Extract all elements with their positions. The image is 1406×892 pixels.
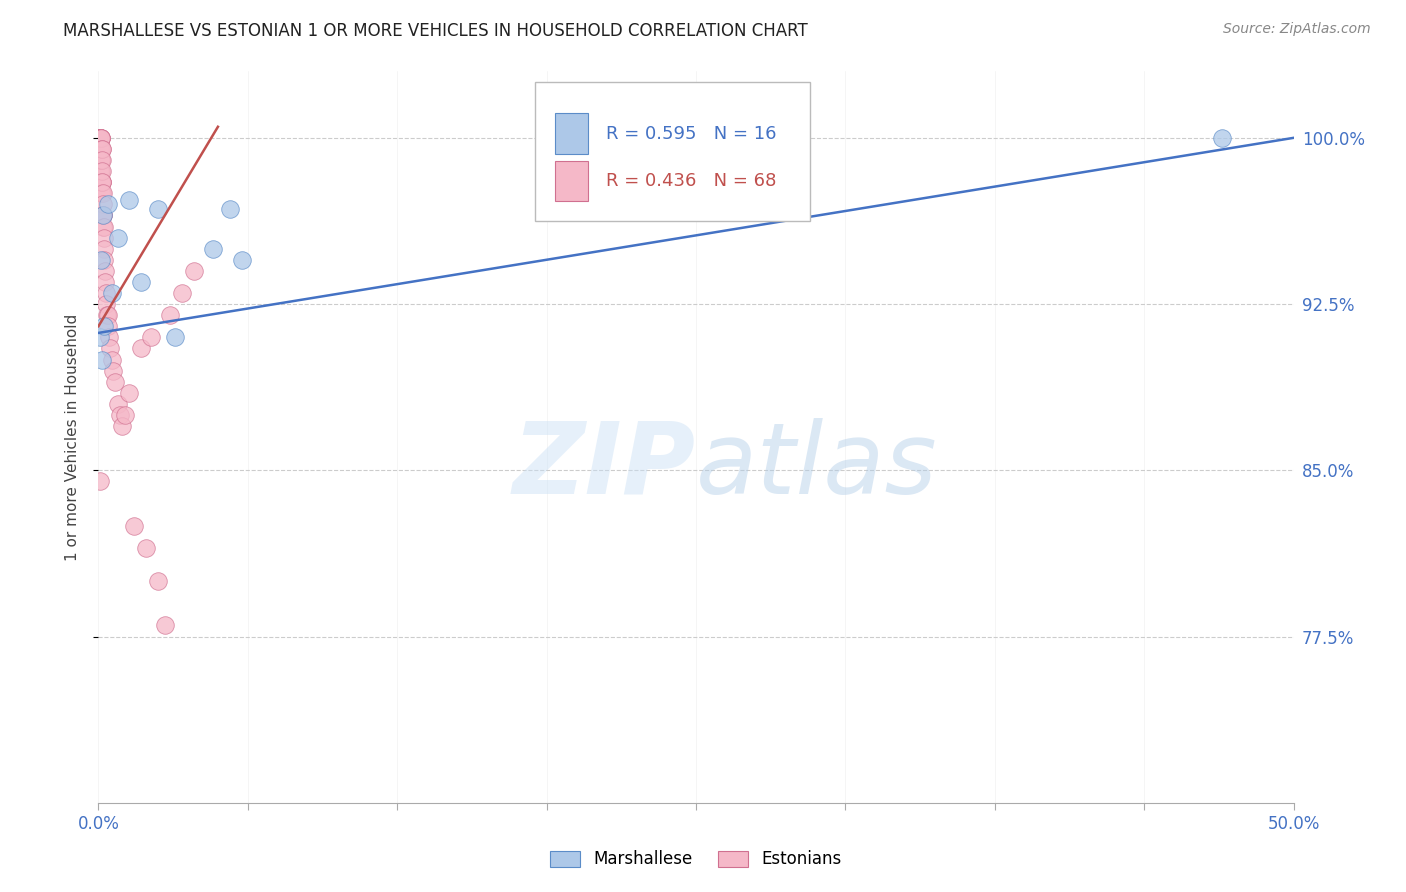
Bar — [555, 161, 589, 202]
Point — [91, 209, 114, 223]
Point — [104, 375, 127, 389]
Point — [93, 264, 115, 278]
Point — [91, 186, 114, 201]
Bar — [555, 113, 589, 153]
Point — [100, 285, 122, 300]
Point — [163, 330, 186, 344]
Point — [96, 308, 118, 322]
Point — [107, 397, 129, 411]
Point — [93, 252, 115, 267]
Point — [97, 319, 120, 334]
Point — [90, 153, 112, 167]
Point — [89, 164, 111, 178]
Point — [93, 219, 115, 234]
Point — [89, 131, 111, 145]
Point — [148, 202, 170, 216]
Point — [101, 363, 124, 377]
Point — [96, 308, 118, 322]
Point — [107, 230, 129, 244]
Point — [91, 209, 114, 223]
Point — [90, 175, 112, 189]
Point — [100, 352, 122, 367]
Point — [1211, 131, 1233, 145]
Point — [98, 342, 122, 356]
Point — [131, 342, 153, 356]
Point — [89, 142, 111, 156]
Point — [231, 252, 253, 267]
Point — [118, 193, 141, 207]
Point — [90, 142, 112, 156]
Text: Source: ZipAtlas.com: Source: ZipAtlas.com — [1223, 22, 1371, 37]
FancyBboxPatch shape — [534, 82, 810, 221]
Point — [89, 475, 111, 489]
Point — [108, 408, 131, 422]
Text: ZIP: ZIP — [513, 417, 696, 515]
Point — [89, 131, 111, 145]
Point — [97, 197, 120, 211]
Point — [93, 209, 115, 223]
Point — [89, 142, 111, 156]
Point — [91, 352, 114, 367]
Point — [93, 242, 115, 256]
Point — [155, 618, 177, 632]
Text: R = 0.436   N = 68: R = 0.436 N = 68 — [606, 172, 776, 190]
Point — [118, 385, 141, 400]
Point — [135, 541, 157, 555]
Point — [94, 285, 117, 300]
Point — [131, 275, 153, 289]
Point — [93, 230, 115, 244]
Point — [89, 131, 111, 145]
Point — [91, 153, 114, 167]
Text: R = 0.595   N = 16: R = 0.595 N = 16 — [606, 125, 778, 143]
Point — [89, 164, 111, 178]
Point — [172, 285, 194, 300]
Point — [159, 308, 181, 322]
Legend: Marshallese, Estonians: Marshallese, Estonians — [544, 844, 848, 875]
Point — [124, 518, 146, 533]
Point — [91, 175, 114, 189]
Point — [89, 330, 111, 344]
Point — [183, 264, 205, 278]
Text: MARSHALLESE VS ESTONIAN 1 OR MORE VEHICLES IN HOUSEHOLD CORRELATION CHART: MARSHALLESE VS ESTONIAN 1 OR MORE VEHICL… — [63, 22, 808, 40]
Point — [89, 142, 111, 156]
Point — [89, 164, 111, 178]
Point — [90, 131, 112, 145]
Point — [90, 186, 112, 201]
Point — [91, 186, 114, 201]
Point — [90, 153, 112, 167]
Point — [90, 175, 112, 189]
Point — [91, 219, 114, 234]
Point — [139, 330, 162, 344]
Point — [89, 131, 111, 145]
Point — [111, 419, 134, 434]
Point — [89, 142, 111, 156]
Y-axis label: 1 or more Vehicles in Household: 1 or more Vehicles in Household — [65, 313, 80, 561]
Point — [98, 330, 121, 344]
Point — [91, 164, 114, 178]
Point — [90, 164, 112, 178]
Point — [90, 131, 112, 145]
Point — [114, 408, 136, 422]
Point — [219, 202, 242, 216]
Point — [89, 131, 111, 145]
Point — [202, 242, 225, 256]
Point — [90, 131, 112, 145]
Point — [148, 574, 170, 589]
Point — [89, 131, 111, 145]
Point — [90, 131, 112, 145]
Point — [91, 197, 114, 211]
Point — [94, 275, 117, 289]
Point — [94, 297, 117, 311]
Point — [90, 142, 112, 156]
Point — [90, 153, 112, 167]
Point — [93, 319, 115, 334]
Point — [90, 142, 112, 156]
Text: atlas: atlas — [696, 417, 938, 515]
Point — [90, 175, 112, 189]
Point — [90, 252, 112, 267]
